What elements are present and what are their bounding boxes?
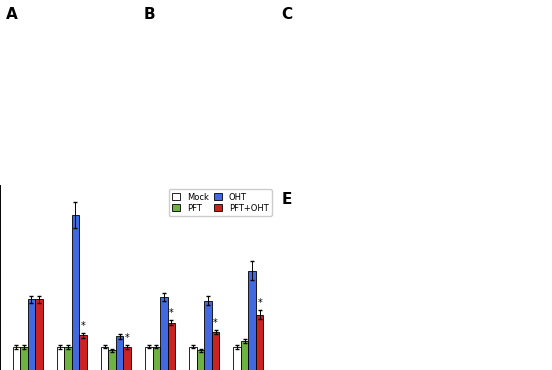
Bar (256, 314, 263, 370)
Bar (72, 215, 79, 370)
Text: E: E (282, 192, 292, 208)
Bar (204, 300, 212, 370)
Bar (241, 341, 248, 370)
Text: *: * (125, 333, 130, 343)
Bar (160, 297, 168, 370)
Bar (64, 347, 72, 370)
Bar (248, 270, 256, 370)
Bar (13, 347, 20, 370)
Legend: Mock, PFT, OHT, PFT+OHT: Mock, PFT, OHT, PFT+OHT (168, 189, 272, 216)
Text: *: * (213, 318, 218, 328)
Bar (233, 347, 241, 370)
Bar (116, 336, 124, 370)
Bar (57, 347, 64, 370)
Text: C: C (282, 7, 293, 23)
Text: *: * (81, 321, 86, 331)
Text: *: * (169, 308, 174, 318)
Text: *: * (257, 298, 262, 308)
Bar (189, 347, 197, 370)
Bar (20, 347, 28, 370)
Bar (108, 350, 116, 370)
Bar (35, 299, 43, 370)
Bar (212, 332, 219, 370)
Bar (79, 335, 87, 370)
Text: B: B (144, 7, 155, 23)
Bar (28, 299, 35, 370)
Bar (124, 347, 131, 370)
Bar (145, 347, 152, 370)
Bar (152, 347, 160, 370)
Bar (197, 350, 204, 370)
Bar (101, 347, 108, 370)
Text: A: A (6, 7, 17, 23)
Bar (168, 323, 175, 370)
